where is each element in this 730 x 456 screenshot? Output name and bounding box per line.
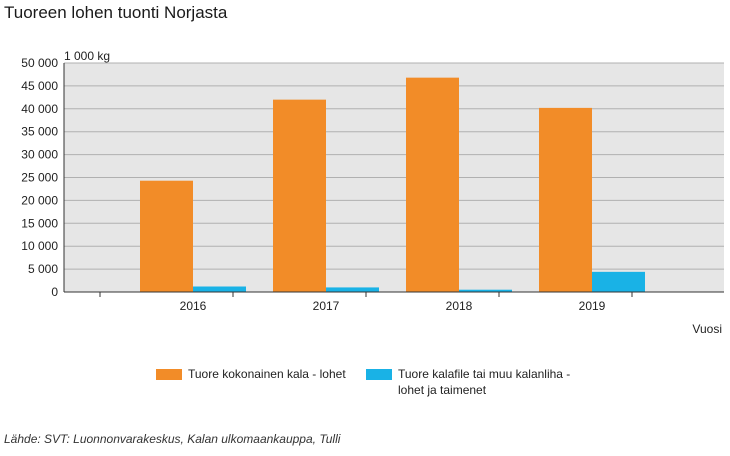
y-tick-label: 15 000 bbox=[21, 216, 58, 230]
source-note: Lähde: SVT: Luonnonvarakeskus, Kalan ulk… bbox=[4, 432, 341, 446]
y-tick-label: 0 bbox=[51, 285, 58, 299]
bar-chart: 0 5 000 10 000 15 000 20 000 25 000 30 000 35 0… bbox=[21, 56, 724, 313]
legend-swatch-blue bbox=[366, 369, 392, 380]
y-tick-label: 35 000 bbox=[21, 125, 58, 139]
y-tick-label: 20 000 bbox=[21, 193, 58, 207]
y-tick-label: 30 000 bbox=[21, 148, 58, 162]
bar-fillet-2019 bbox=[592, 271, 645, 292]
bar-fillet-2016 bbox=[193, 286, 246, 292]
legend-swatch-orange bbox=[156, 369, 182, 380]
y-tick-label: 25 000 bbox=[21, 171, 58, 185]
y-tick-label: 50 000 bbox=[21, 56, 58, 70]
y-tick-label: 45 000 bbox=[21, 79, 58, 93]
bar-fillet-2017 bbox=[326, 287, 379, 292]
legend-label-whole-fish: Tuore kokonainen kala - lohet bbox=[188, 367, 346, 381]
chart-title: Tuoreen lohen tuonti Norjasta bbox=[4, 3, 228, 22]
x-tick-label: 2019 bbox=[579, 299, 606, 313]
y-tick-label: 10 000 bbox=[21, 239, 58, 253]
x-axis-label: Vuosi bbox=[692, 322, 722, 336]
bar-whole-fish-2016 bbox=[140, 180, 193, 292]
legend-item-whole-fish: Tuore kokonainen kala - lohet bbox=[156, 366, 346, 382]
x-tick-label: 2018 bbox=[446, 299, 473, 313]
bar-whole-fish-2017 bbox=[273, 99, 326, 292]
bar-whole-fish-2018 bbox=[406, 77, 459, 292]
x-tick-label: 2017 bbox=[313, 299, 340, 313]
y-tick-label: 5 000 bbox=[28, 262, 58, 276]
y-tick-label: 40 000 bbox=[21, 102, 58, 116]
bar-whole-fish-2019 bbox=[539, 107, 592, 292]
legend-item-fillet: Tuore kalafile tai muu kalanliha - lohet… bbox=[366, 366, 598, 398]
bar-fillet-2018 bbox=[459, 289, 512, 292]
x-tick-label: 2016 bbox=[180, 299, 207, 313]
y-unit-label: 1 000 kg bbox=[64, 49, 111, 63]
legend-label-fillet: Tuore kalafile tai muu kalanliha - lohet… bbox=[398, 367, 571, 397]
